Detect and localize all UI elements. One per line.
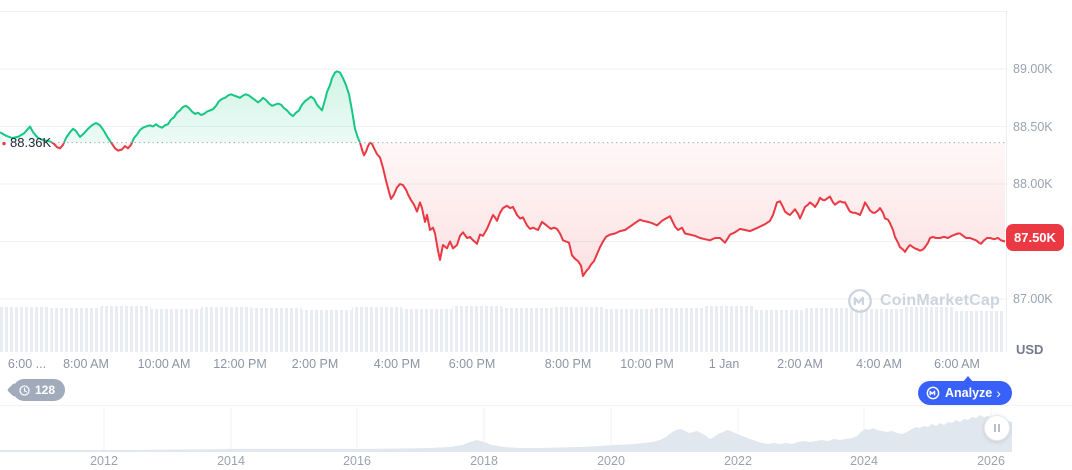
y-axis-tick-label: 87.00K xyxy=(1013,292,1053,306)
y-axis-tick-label: 88.00K xyxy=(1013,177,1053,191)
volume-bars xyxy=(854,309,905,352)
year-label: 2012 xyxy=(90,454,118,468)
history-count: 128 xyxy=(35,383,56,397)
usd-unit-label: USD xyxy=(1016,342,1044,357)
price-area-positive xyxy=(0,71,1005,143)
x-axis-tick-label: 4:00 AM xyxy=(856,357,902,371)
volume-bars xyxy=(753,310,805,352)
volume-bars xyxy=(402,309,453,352)
x-axis-tick-label: 4:00 PM xyxy=(373,357,421,371)
volume-bars xyxy=(954,311,1006,352)
x-axis-tick-label: 2:00 AM xyxy=(777,357,823,371)
x-axis-tick-label: 10:00 AM xyxy=(137,357,191,371)
x-axis-tick-label: 10:00 PM xyxy=(620,357,674,371)
year-label: 2016 xyxy=(343,454,371,468)
watermark-text: CoinMarketCap xyxy=(880,292,1000,309)
volume-bars xyxy=(552,307,604,352)
volume-bars xyxy=(0,307,51,352)
main-chart[interactable] xyxy=(0,0,1007,354)
analyze-button[interactable]: Analyze › xyxy=(918,376,1012,405)
x-axis-tick-label: 8:00 AM xyxy=(63,357,109,371)
x-axis-tick-label: 12:00 PM xyxy=(213,357,267,371)
history-clock-icon xyxy=(19,384,30,396)
cmc-logo-icon xyxy=(926,386,940,400)
x-axis-tick-label: 8:00 PM xyxy=(544,357,592,371)
scrubber-handle[interactable] xyxy=(984,415,1010,441)
volume-bars xyxy=(150,309,202,352)
callout-arrow-up-icon xyxy=(963,376,973,382)
y-axis-tick-label: 88.50K xyxy=(1013,119,1053,134)
timeline-mini-chart[interactable] xyxy=(0,407,1012,453)
year-label: 2020 xyxy=(597,454,625,468)
volume-bars xyxy=(804,308,855,352)
year-label: 2018 xyxy=(470,454,498,468)
coinmarketcap-watermark: CoinMarketCap xyxy=(847,288,1000,314)
analyze-label: Analyze xyxy=(945,386,993,400)
cmc-watermark-logo-icon xyxy=(848,289,872,313)
year-label: 2026 xyxy=(977,454,1005,468)
x-axis-tick-label: 1 Jan xyxy=(708,357,740,371)
y-axis: 89.00K 88.50K 88.00K 87.00K xyxy=(1013,0,1072,354)
x-axis-tick-label: 6:00 AM xyxy=(934,357,980,371)
chevron-right-icon: › xyxy=(996,385,1001,401)
volume-bars xyxy=(502,308,553,352)
price-line-up xyxy=(0,70,372,143)
history-count-badge[interactable]: 128 xyxy=(13,379,66,401)
baseline-marker-dot xyxy=(2,141,6,146)
year-label: 2022 xyxy=(724,454,752,468)
timeline-year-axis: 2012 2014 2016 2018 2020 2022 2024 2026 xyxy=(0,454,1072,470)
year-label: 2014 xyxy=(217,454,245,468)
volume-bars xyxy=(703,306,754,352)
baseline-price-label: 88.36K xyxy=(10,135,52,150)
year-label: 2024 xyxy=(850,454,878,468)
y-axis-tick-label: 89.00K xyxy=(1013,62,1053,76)
volume-bars xyxy=(50,308,101,352)
x-axis-tick-label: 6:00 ... xyxy=(7,357,47,371)
x-axis-tick-label: 6:00 PM xyxy=(448,357,496,371)
x-axis: 6:00 ... 8:00 AM 10:00 AM 12:00 PM 2:00 PM 4:… xyxy=(0,357,1007,373)
pause-bars-icon xyxy=(994,424,996,432)
x-axis-tick-label: 2:00 PM xyxy=(291,357,339,371)
current-price-badge: 87.50K xyxy=(1006,224,1064,251)
volume-bars xyxy=(201,307,252,352)
volume-bars xyxy=(100,306,151,352)
volume-bars xyxy=(351,307,403,352)
timeline-scrubber[interactable]: 2012 2014 2016 2018 2020 2022 2024 2026 xyxy=(0,405,1072,470)
volume-bars xyxy=(301,310,352,352)
price-area-negative xyxy=(52,142,1005,276)
volume-bars xyxy=(603,309,654,352)
volume-bars xyxy=(452,306,503,352)
volume-bars xyxy=(653,308,704,352)
volume-bars xyxy=(251,308,302,352)
price-line-down xyxy=(50,142,1006,277)
mini-area xyxy=(0,415,1012,452)
volume-bars xyxy=(904,307,955,352)
